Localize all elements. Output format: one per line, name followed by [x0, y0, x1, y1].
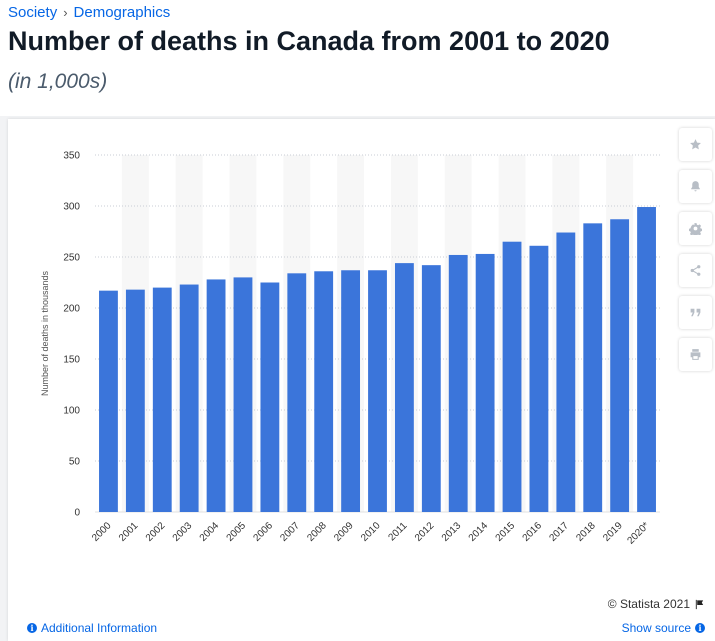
x-tick-label: 2008: [305, 520, 329, 544]
bar-2004[interactable]: [206, 279, 226, 512]
gear-icon: [689, 223, 702, 235]
statista-credit: © Statista 2021: [608, 597, 705, 611]
x-tick-label: 2009: [332, 520, 356, 544]
breadcrumb-society[interactable]: Society: [8, 4, 58, 21]
x-tick-label: 2017: [547, 520, 571, 544]
flag-icon[interactable]: [694, 599, 705, 610]
additional-information-link[interactable]: i Additional Information: [27, 621, 157, 635]
x-tick-label: 2005: [225, 520, 249, 544]
bar-2019[interactable]: [610, 219, 630, 512]
print-icon: [690, 349, 701, 360]
x-tick-label: 2012: [413, 520, 437, 544]
bar-2006[interactable]: [260, 282, 280, 513]
notification-button[interactable]: [679, 170, 712, 203]
y-tick-label: 150: [63, 355, 80, 366]
bar-2016[interactable]: [529, 245, 549, 512]
y-tick-label: 350: [63, 151, 80, 162]
y-tick-label: 200: [63, 304, 80, 315]
share-button[interactable]: [679, 254, 712, 287]
y-tick-label: 0: [74, 508, 80, 519]
y-tick-label: 50: [69, 457, 81, 468]
x-tick-label: 2016: [521, 520, 545, 544]
x-tick-label: 2018: [574, 520, 598, 544]
breadcrumb-demographics[interactable]: Demographics: [73, 4, 171, 21]
cite-button[interactable]: [679, 296, 712, 329]
x-tick-label: 2007: [278, 520, 302, 544]
print-button[interactable]: [679, 338, 712, 371]
bar-2007[interactable]: [287, 273, 307, 512]
bar-2011[interactable]: [394, 263, 414, 512]
x-tick-label: 2015: [494, 520, 518, 544]
bar-2017[interactable]: [556, 232, 576, 512]
x-tick-label: 2000: [90, 520, 114, 544]
x-tick-label: 2014: [467, 520, 491, 544]
x-tick-label: 2019: [601, 520, 625, 544]
bar-2003[interactable]: [179, 284, 199, 512]
settings-button[interactable]: [679, 212, 712, 245]
x-tick-label: 2011: [387, 520, 410, 543]
x-tick-label: 2003: [171, 520, 195, 544]
y-tick-label: 300: [63, 202, 80, 213]
show-source-label: Show source: [621, 621, 691, 635]
x-tick-label: 2001: [117, 520, 141, 544]
bar-2002[interactable]: [152, 287, 172, 512]
bar-2009[interactable]: [341, 270, 361, 512]
bar-2015[interactable]: [502, 241, 522, 512]
show-source-link[interactable]: Show source i: [622, 621, 705, 635]
bar-2001[interactable]: [125, 289, 145, 512]
x-tick-label: 2010: [359, 520, 383, 544]
bell-icon: [691, 181, 700, 192]
info-icon: i: [27, 623, 37, 633]
breadcrumb-separator: ›: [63, 5, 68, 20]
additional-information-label: Additional Information: [41, 621, 158, 635]
bar-2012[interactable]: [421, 265, 441, 512]
credit-text: © Statista 2021: [607, 597, 690, 611]
star-icon: [690, 139, 701, 150]
chart-toolbar: [679, 128, 712, 380]
x-tick-label: 2002: [144, 520, 168, 544]
bar-2005[interactable]: [233, 277, 253, 512]
bar-2013[interactable]: [448, 254, 468, 512]
x-tick-label: 2004: [198, 520, 222, 544]
y-axis-label: Number of deaths in thousands: [40, 270, 50, 396]
favorite-button[interactable]: [679, 128, 712, 161]
bar-2000[interactable]: [99, 290, 118, 512]
info-icon: i: [695, 623, 705, 633]
x-tick-label: 2013: [440, 520, 464, 544]
share-icon: [690, 265, 701, 276]
bar-2008[interactable]: [314, 271, 334, 512]
y-tick-label: 100: [63, 406, 80, 417]
bar-2010[interactable]: [368, 270, 387, 512]
breadcrumb: Society › Demographics: [8, 4, 170, 21]
quote-icon: [690, 308, 701, 317]
page-title: Number of deaths in Canada from 2001 to …: [8, 26, 610, 56]
x-tick-label: 2020*: [625, 520, 651, 546]
x-tick-label: 2006: [251, 520, 275, 544]
chart-card: 0 50 100 150 200 250 300 350 2000 2001 2002 2003 200…: [8, 119, 715, 641]
bar-2014[interactable]: [475, 253, 495, 512]
page-subtitle: (in 1,000s): [8, 70, 108, 93]
y-tick-label: 250: [63, 253, 80, 264]
bar-2020*[interactable]: [637, 207, 656, 512]
bar-2018[interactable]: [583, 223, 603, 512]
